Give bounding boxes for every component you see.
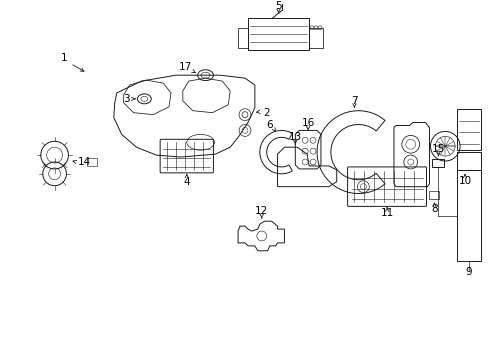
Text: 17: 17 xyxy=(179,62,192,72)
Text: 14: 14 xyxy=(78,157,91,167)
Text: 4: 4 xyxy=(183,177,190,187)
Text: 7: 7 xyxy=(350,96,357,106)
Bar xyxy=(431,159,444,167)
Text: 2: 2 xyxy=(263,108,269,118)
Bar xyxy=(456,109,480,150)
Bar xyxy=(308,28,322,48)
Text: 1: 1 xyxy=(61,53,68,63)
Text: 5: 5 xyxy=(275,1,281,11)
Text: 16: 16 xyxy=(301,117,314,127)
Bar xyxy=(238,28,247,48)
Bar xyxy=(428,190,438,198)
Text: 6: 6 xyxy=(266,120,272,130)
Text: 13: 13 xyxy=(288,132,301,142)
Bar xyxy=(456,152,480,170)
Bar xyxy=(456,170,480,261)
Text: 8: 8 xyxy=(430,204,437,214)
Text: 9: 9 xyxy=(465,267,471,278)
Bar xyxy=(247,18,308,50)
Text: 15: 15 xyxy=(431,144,444,154)
Text: 11: 11 xyxy=(380,208,393,218)
Text: 10: 10 xyxy=(457,176,470,186)
Text: 12: 12 xyxy=(255,206,268,216)
Text: 3: 3 xyxy=(123,94,130,104)
Bar xyxy=(87,158,97,166)
